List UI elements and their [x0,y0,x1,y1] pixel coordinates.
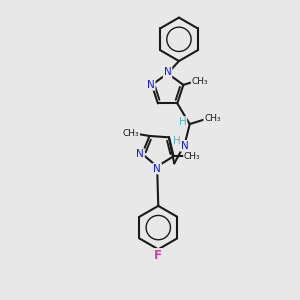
Text: CH₃: CH₃ [192,77,208,86]
Text: N: N [136,149,144,159]
Text: N: N [153,164,161,174]
Text: CH₃: CH₃ [184,152,201,161]
Text: F: F [154,249,162,262]
Text: CH₃: CH₃ [204,114,221,123]
Text: N: N [147,80,155,90]
Text: H: H [178,117,186,127]
Text: N: N [181,141,188,151]
Text: H: H [173,136,181,146]
Text: CH₃: CH₃ [123,129,139,138]
Text: N: N [164,68,172,77]
